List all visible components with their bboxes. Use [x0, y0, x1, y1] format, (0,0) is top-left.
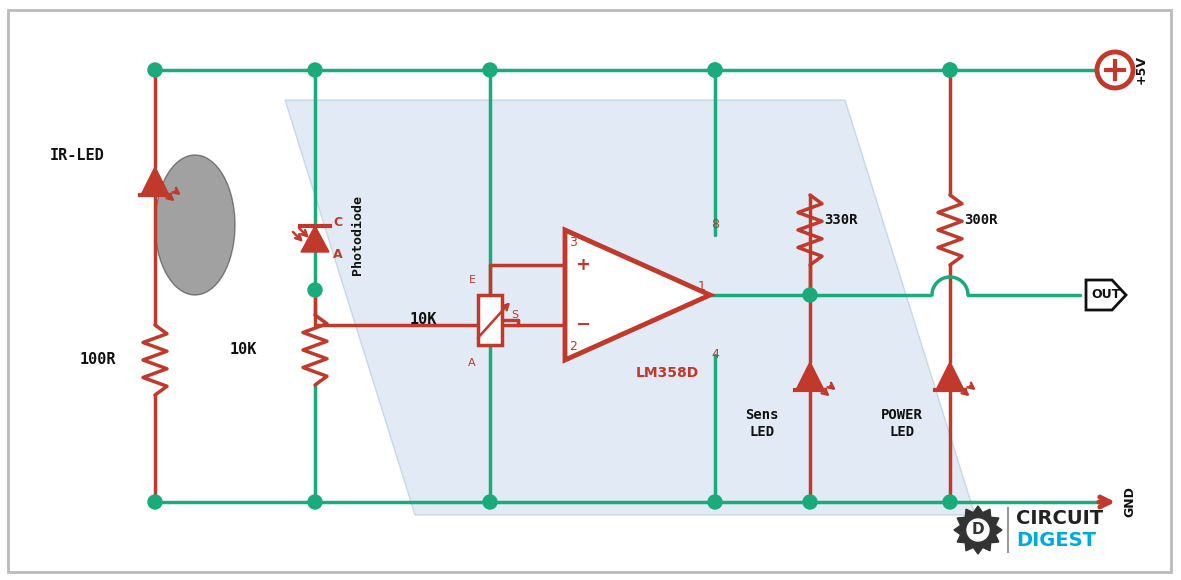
Polygon shape	[954, 506, 1001, 554]
Text: +5V: +5V	[1135, 56, 1148, 85]
Circle shape	[942, 63, 957, 77]
Text: 330R: 330R	[824, 213, 857, 227]
Text: C: C	[333, 216, 342, 229]
Polygon shape	[285, 100, 976, 515]
Text: POWER: POWER	[881, 408, 922, 422]
Text: 10K: 10K	[410, 313, 437, 328]
Text: −: −	[575, 316, 590, 334]
Circle shape	[308, 283, 322, 297]
Text: +: +	[575, 256, 590, 274]
Text: Sens: Sens	[745, 408, 778, 422]
Polygon shape	[565, 230, 710, 360]
Text: DIGEST: DIGEST	[1016, 531, 1096, 549]
Text: S: S	[511, 310, 518, 320]
Circle shape	[148, 495, 162, 509]
Text: LED: LED	[889, 425, 914, 439]
Circle shape	[1097, 52, 1133, 88]
Text: 4: 4	[711, 349, 719, 361]
Circle shape	[148, 63, 162, 77]
Polygon shape	[937, 362, 964, 390]
Circle shape	[707, 63, 722, 77]
Text: 10K: 10K	[230, 343, 257, 357]
Text: 3: 3	[569, 237, 578, 249]
Circle shape	[942, 63, 957, 77]
Circle shape	[308, 63, 322, 77]
Text: CIRCUIT: CIRCUIT	[1016, 509, 1103, 527]
Circle shape	[483, 63, 497, 77]
Circle shape	[308, 495, 322, 509]
Circle shape	[707, 495, 722, 509]
Text: IR-LED: IR-LED	[50, 147, 105, 162]
Circle shape	[803, 495, 817, 509]
Text: OUT: OUT	[1091, 288, 1121, 302]
Circle shape	[483, 495, 497, 509]
Circle shape	[803, 288, 817, 302]
Polygon shape	[1087, 280, 1125, 310]
Text: GND: GND	[1123, 487, 1136, 517]
Text: E: E	[469, 275, 476, 285]
Circle shape	[707, 63, 722, 77]
Circle shape	[967, 519, 988, 541]
Polygon shape	[796, 362, 824, 390]
Circle shape	[942, 495, 957, 509]
Text: 2: 2	[569, 340, 578, 353]
Text: 1: 1	[698, 281, 706, 293]
Text: A: A	[468, 358, 476, 368]
Text: Photodiode: Photodiode	[351, 195, 364, 275]
Text: A: A	[333, 248, 342, 262]
FancyBboxPatch shape	[478, 295, 502, 345]
Text: LM358D: LM358D	[635, 366, 699, 380]
Text: LED: LED	[750, 425, 775, 439]
Text: D: D	[972, 523, 984, 538]
Text: 8: 8	[711, 219, 719, 231]
Text: 300R: 300R	[964, 213, 998, 227]
Polygon shape	[301, 226, 329, 252]
Ellipse shape	[155, 155, 235, 295]
Text: 100R: 100R	[80, 353, 117, 368]
Polygon shape	[141, 167, 169, 195]
